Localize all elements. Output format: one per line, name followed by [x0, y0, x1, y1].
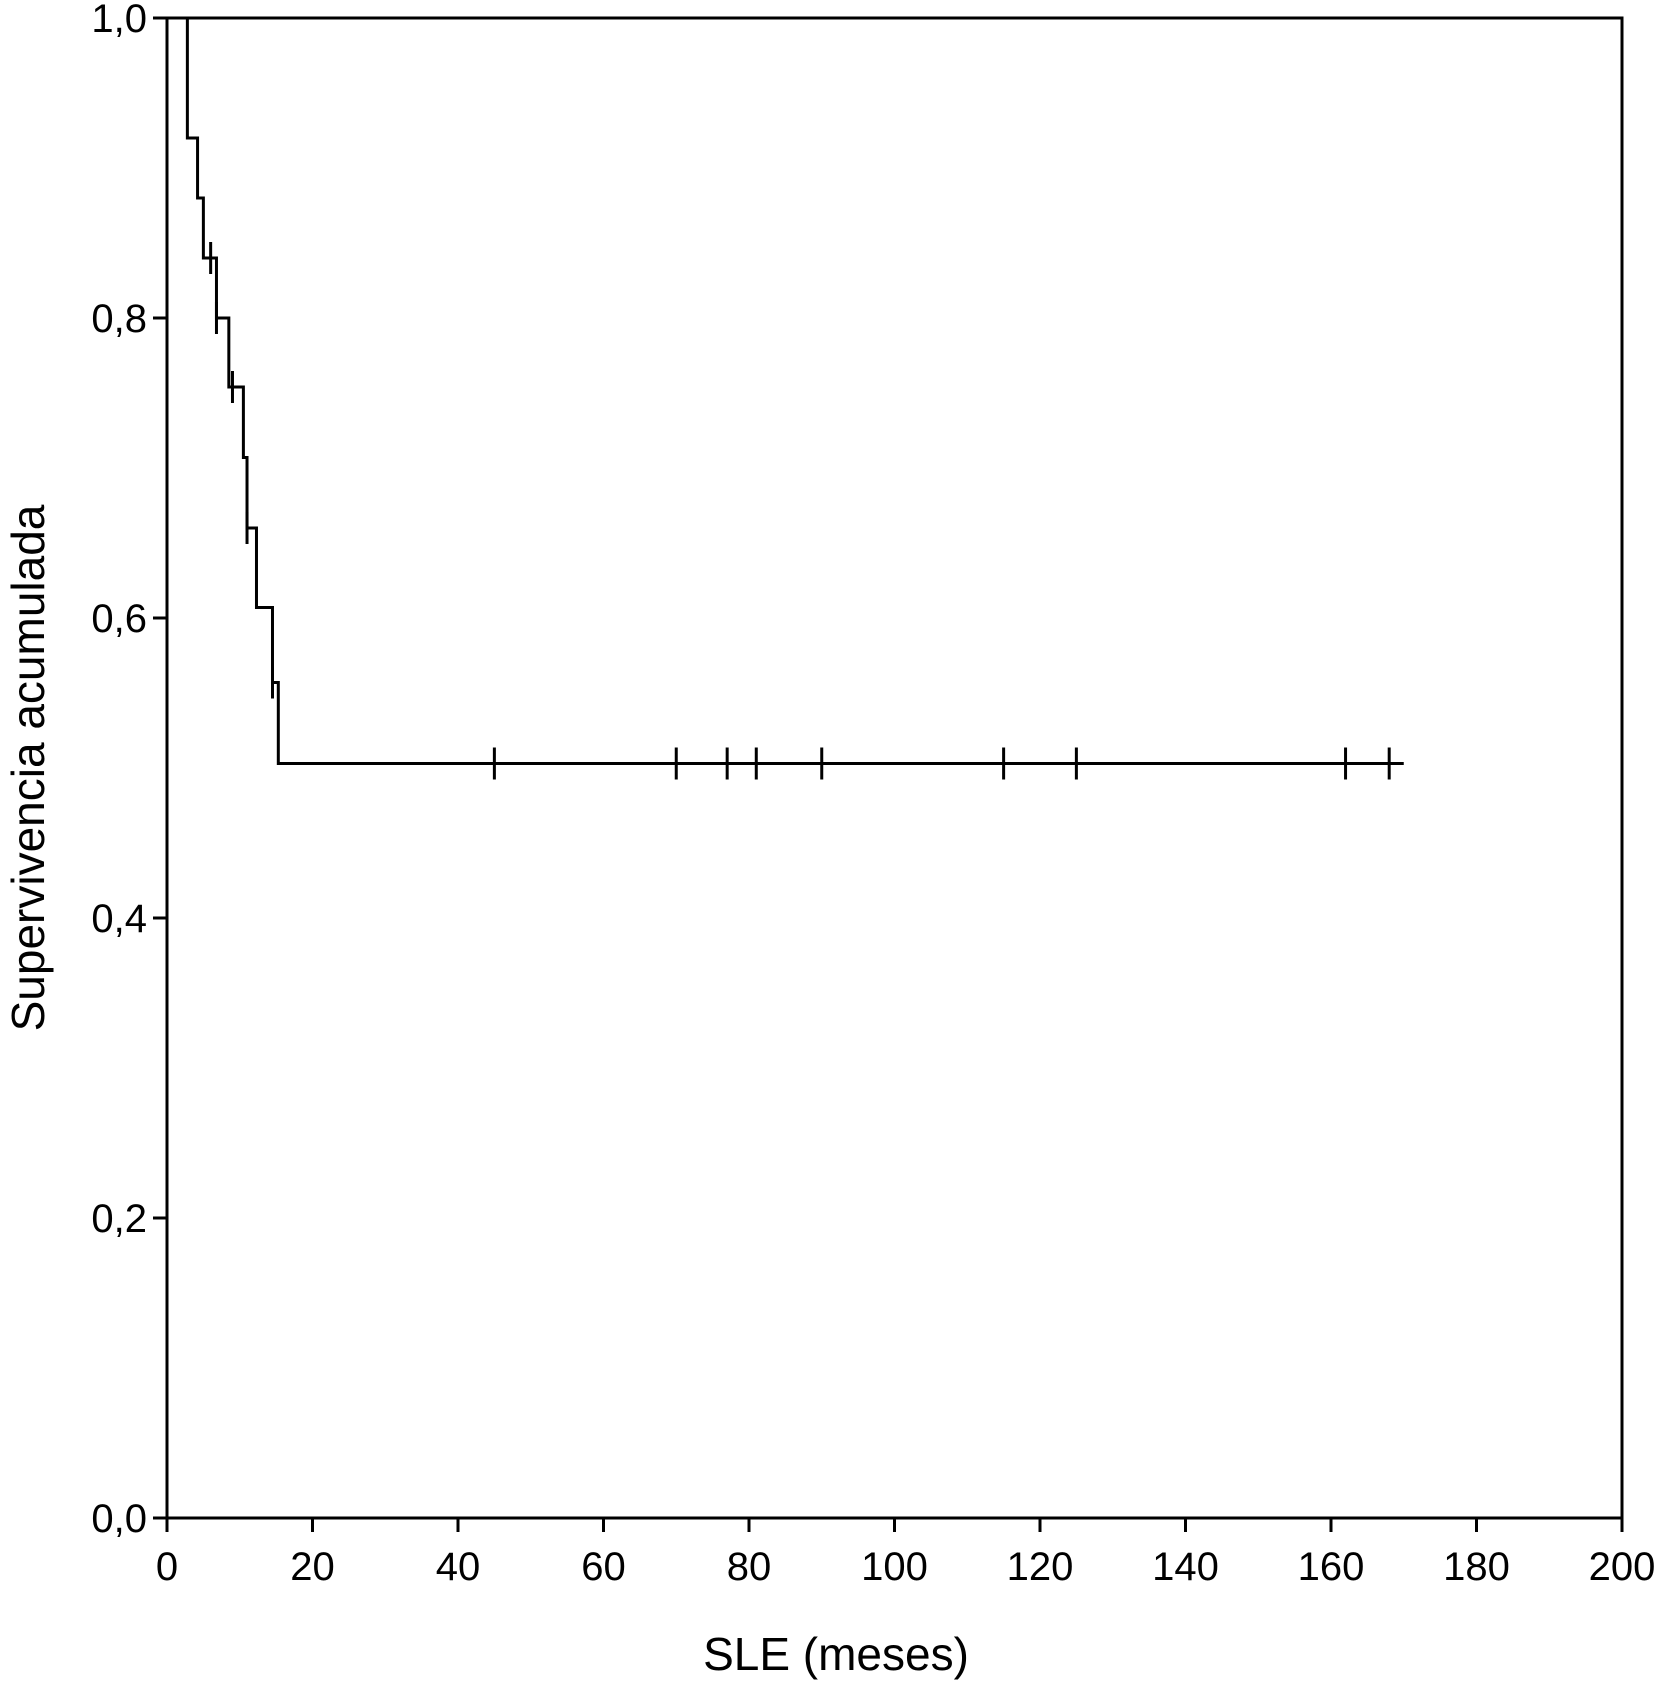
- y-tick-label: 0,6: [91, 597, 147, 641]
- survival-curve-layer: [167, 16, 1404, 765]
- x-tick-label: 80: [727, 1545, 772, 1589]
- x-axis: 0 20 40 60 80 100 120 140 160 180 200: [156, 1518, 1656, 1589]
- x-tick-label: 20: [290, 1545, 335, 1589]
- survival-step-line: [167, 16, 1404, 765]
- y-tick-label: 1,0: [91, 0, 147, 41]
- x-tick-label: 0: [156, 1545, 178, 1589]
- x-tick-label: 100: [861, 1545, 928, 1589]
- x-tick-label: 180: [1443, 1545, 1510, 1589]
- x-tick-label: 60: [581, 1545, 626, 1589]
- x-tick-label: 200: [1589, 1545, 1656, 1589]
- y-axis-title: Supervivencia acumulada: [2, 504, 54, 1031]
- y-tick-label: 0,4: [91, 897, 147, 941]
- x-tick-label: 40: [436, 1545, 481, 1589]
- x-axis-title: SLE (meses): [703, 1628, 969, 1680]
- y-tick-label: 0,8: [91, 297, 147, 341]
- x-tick-label: 140: [1152, 1545, 1219, 1589]
- y-tick-label: 0,2: [91, 1197, 147, 1241]
- x-tick-label: 160: [1298, 1545, 1365, 1589]
- censor-marks-layer: [209, 242, 1391, 780]
- y-tick-label: 0,0: [91, 1497, 147, 1541]
- x-tick-label: 120: [1007, 1545, 1074, 1589]
- y-axis: 0,0 0,2 0,4 0,6 0,8 1,0: [91, 0, 167, 1541]
- plot-frame: [165, 16, 1624, 1520]
